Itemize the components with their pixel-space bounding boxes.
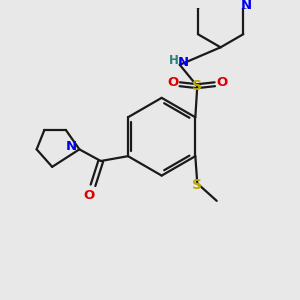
Text: N: N (178, 56, 189, 69)
Text: H: H (169, 54, 179, 68)
Text: N: N (66, 140, 77, 153)
Text: O: O (83, 188, 95, 202)
Text: N: N (241, 0, 252, 13)
Text: S: S (192, 178, 202, 192)
Text: O: O (216, 76, 227, 89)
Text: S: S (192, 79, 202, 93)
Text: O: O (167, 76, 178, 89)
